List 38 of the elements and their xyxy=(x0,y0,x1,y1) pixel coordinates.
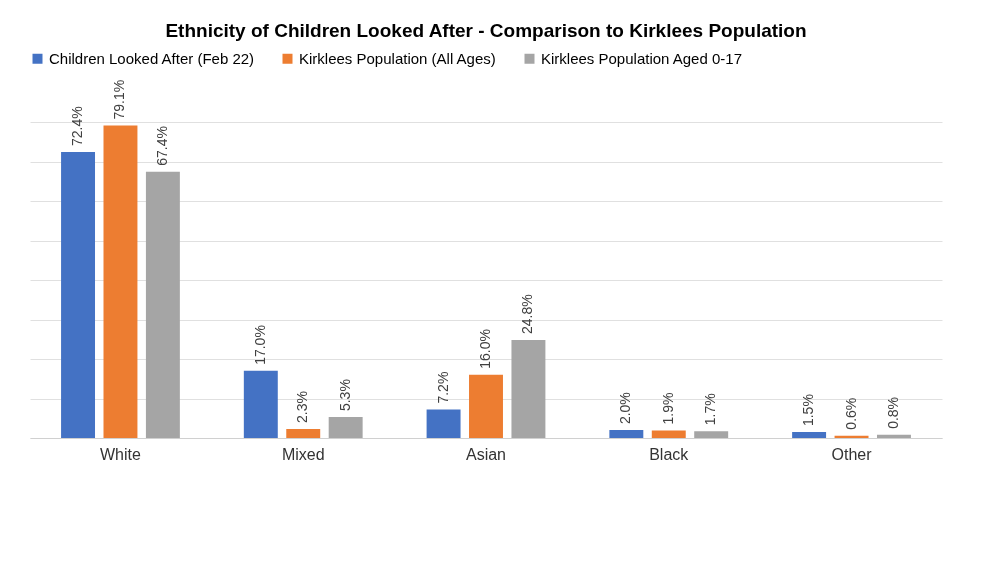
data-label: 1.9% xyxy=(659,392,676,425)
data-label: 0.6% xyxy=(842,397,859,430)
chart-title: Ethnicity of Children Looked After - Comparison to Kirklees Population xyxy=(165,20,807,41)
bar xyxy=(61,152,96,438)
x-tick-label: Mixed xyxy=(281,445,325,463)
x-tick-label: White xyxy=(100,445,142,463)
legend-label: Children Looked After (Feb 22) xyxy=(49,49,255,67)
data-label: 79.1% xyxy=(111,79,128,120)
data-label: 1.7% xyxy=(702,393,719,426)
x-tick-label: Black xyxy=(649,445,690,463)
legend-label: Kirklees Population Aged 0-17 xyxy=(541,49,742,67)
data-label: 2.0% xyxy=(617,392,634,425)
data-label: 1.5% xyxy=(800,394,817,427)
legend-label: Kirklees Population (All Ages) xyxy=(299,49,496,67)
bar xyxy=(694,431,729,438)
data-label: 7.2% xyxy=(434,371,451,404)
bar xyxy=(469,374,503,438)
data-label: 72.4% xyxy=(69,106,86,147)
bar xyxy=(328,417,363,438)
bar xyxy=(876,434,911,438)
data-label: 24.8% xyxy=(519,294,536,335)
bar xyxy=(145,171,180,438)
data-label: 16.0% xyxy=(477,329,493,369)
x-tick-label: Other xyxy=(831,445,873,463)
x-tick-label: Asian xyxy=(465,445,507,463)
bar xyxy=(609,430,644,438)
data-label: 5.3% xyxy=(336,379,353,412)
data-label: 17.0% xyxy=(251,325,268,365)
bar xyxy=(286,428,321,438)
bar xyxy=(103,125,138,438)
bar xyxy=(243,370,278,438)
bar xyxy=(426,409,461,438)
data-label: 67.4% xyxy=(153,126,170,166)
bar xyxy=(792,432,827,438)
bar xyxy=(511,340,546,438)
data-label: 2.3% xyxy=(294,390,311,423)
bar xyxy=(651,430,686,438)
data-label: 0.8% xyxy=(884,396,901,429)
